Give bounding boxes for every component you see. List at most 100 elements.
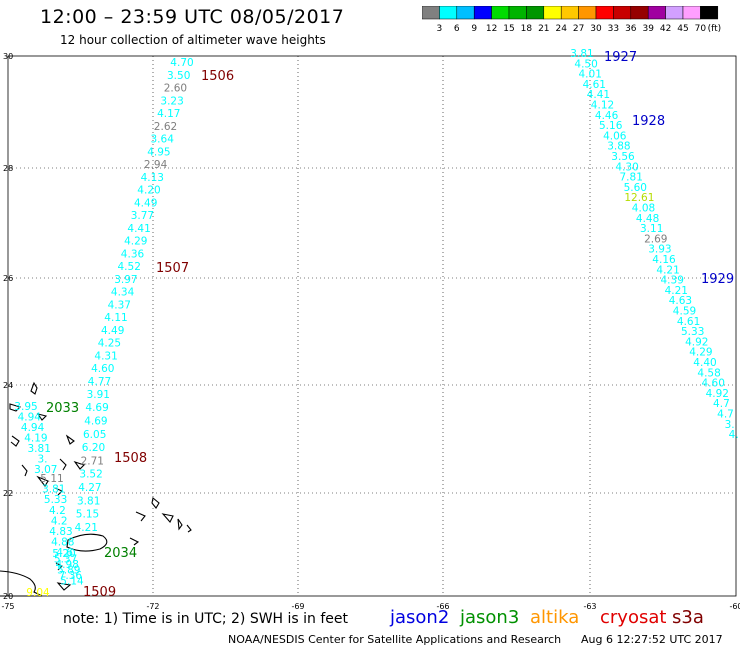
- longitude-tick: -69: [291, 602, 304, 611]
- mission-altika: altika: [530, 607, 580, 628]
- wave-height-reading: 4.69: [85, 402, 108, 414]
- wave-height-reading: 3.88: [607, 141, 630, 153]
- wave-height-reading: 4.27: [78, 482, 101, 494]
- coastline-segment: [66, 533, 108, 552]
- wave-height-reading: 5.16: [599, 120, 623, 132]
- legend-swatch: [456, 6, 475, 20]
- pass-time-label: 2034: [104, 546, 137, 561]
- pass-time-label: 2033: [46, 401, 79, 416]
- legend-tick: 33: [608, 24, 619, 34]
- wave-height-reading: 3.64: [151, 134, 175, 146]
- wave-height-reading: 3.: [725, 419, 735, 431]
- coastline-segment: [177, 518, 183, 531]
- wave-height-reading: 4.20: [137, 185, 160, 197]
- wave-height-reading: 4.94: [18, 412, 42, 424]
- wave-height-reading: 4.39: [661, 275, 684, 287]
- coastline: [0, 381, 192, 597]
- legend-tick: 18: [521, 24, 533, 34]
- legend-swatch: [439, 6, 458, 20]
- legend-tick: 24: [555, 24, 567, 34]
- coastline-segment: [21, 464, 28, 477]
- graticule: [8, 56, 736, 596]
- mission-jason3: jason3: [460, 607, 520, 628]
- coastline-segment: [36, 475, 49, 487]
- legend-tick: 39: [642, 24, 654, 34]
- coastline-segment: [56, 582, 72, 591]
- wave-height-reading: 2.69: [644, 233, 667, 245]
- wave-height-reading: 3.93: [648, 244, 671, 256]
- wave-height-reading: 4.60: [91, 363, 114, 375]
- coastline-segment: [73, 460, 86, 470]
- wave-height-reading: 4.94: [21, 422, 45, 434]
- legend-swatch: [578, 6, 597, 20]
- wave-height-reading: 4.11: [104, 312, 127, 324]
- legend-swatch: [595, 6, 614, 20]
- wave-height-reading: 3.23: [160, 95, 183, 107]
- latitude-tick: 20: [3, 592, 13, 601]
- pass-time-label: 1506: [201, 69, 234, 84]
- legend-tick: 12: [486, 24, 497, 34]
- wave-height-reading: 6.20: [82, 442, 105, 454]
- wave-height-reading: 4.95: [147, 146, 170, 158]
- legend-swatch: [491, 6, 510, 20]
- legend-swatch: [647, 6, 666, 20]
- wave-height-reading: 4.70: [170, 57, 193, 69]
- wave-height-reading: 4.30: [615, 161, 638, 173]
- footer-note: note: 1) Time is in UTC; 2) SWH is in fe…: [63, 611, 349, 627]
- wave-height-reading: 4.34: [111, 287, 135, 299]
- coastline-segment: [65, 434, 75, 445]
- legend-tick: 6: [454, 24, 460, 34]
- track-east: 3.814.504.014.614.414.124.465.164.063.88…: [570, 48, 738, 441]
- wave-height-reading: 5.11: [40, 473, 63, 485]
- wave-height-reading: 3.77: [131, 210, 154, 222]
- wave-height-reading: 4.40: [693, 357, 716, 369]
- legend-swatch: [543, 6, 562, 20]
- legend-swatch: [682, 6, 701, 20]
- longitude-tick: -63: [583, 602, 596, 611]
- wave-height-reading: 4.49: [134, 197, 157, 209]
- latitude-tick: 24: [3, 381, 13, 390]
- wave-height-reading: 4.2: [51, 515, 68, 527]
- wave-height-reading: 4.46: [595, 110, 619, 122]
- wave-height-reading: 4.01: [579, 69, 602, 81]
- wave-height-reading: 4.88: [51, 537, 74, 549]
- pass-time-label: 1508: [114, 451, 147, 466]
- wave-height-reading: 4.31: [94, 350, 117, 362]
- wave-height-reading: 4.60: [702, 378, 725, 390]
- wave-height-reading: 4.36: [121, 248, 145, 260]
- coastline-segment: [129, 537, 140, 546]
- wave-height-reading: 4.2: [49, 505, 66, 517]
- wave-height-reading: 3.81: [42, 484, 65, 496]
- wave-height-reading: 4.12: [591, 100, 614, 112]
- wave-height-reading: 4.59: [673, 306, 696, 318]
- legend-swatch: [560, 6, 579, 20]
- latitude-tick: 28: [3, 164, 13, 173]
- wave-height-reading: 4.52: [118, 261, 141, 273]
- wave-height-reading: 3.52: [79, 469, 102, 481]
- coastline-segment: [161, 513, 174, 523]
- coastline-segment: [59, 458, 67, 471]
- legend-tick: 15: [503, 24, 514, 34]
- wave-height-reading: 4.41: [127, 223, 150, 235]
- wave-height-reading: 5.14: [60, 576, 84, 588]
- page-subtitle: 12 hour collection of altimeter wave hei…: [60, 33, 326, 47]
- wave-height-reading: 7.81: [620, 172, 643, 184]
- legend-tick: 45: [677, 24, 688, 34]
- legend-tick: 21: [538, 24, 549, 34]
- wave-height-reading: 5.33: [44, 494, 67, 506]
- wave-height-reading: 4.08: [632, 203, 655, 215]
- color-legend: 3 6 9 12 15 18 21 24 27 30 33 36 39 42 45 70 (ft): [422, 6, 721, 34]
- mission-jason2: jason2: [390, 607, 450, 628]
- legend-tick: 36: [625, 24, 637, 34]
- coastline-segment: [151, 496, 160, 509]
- wave-height-reading: 4.21: [656, 264, 679, 276]
- wave-height-reading: 3.97: [114, 274, 137, 286]
- wave-height-reading: 4.19: [24, 433, 47, 445]
- legend-swatch: [422, 6, 440, 20]
- wave-height-reading: 4.16: [652, 254, 676, 266]
- page-title: 12:00 – 23:59 UTC 08/05/2017: [40, 6, 345, 28]
- wave-height-reading: 4.37: [108, 299, 131, 311]
- wave-height-reading: 3.95: [14, 401, 37, 413]
- generation-timestamp: Aug 6 12:27:52 UTC 2017: [581, 633, 723, 646]
